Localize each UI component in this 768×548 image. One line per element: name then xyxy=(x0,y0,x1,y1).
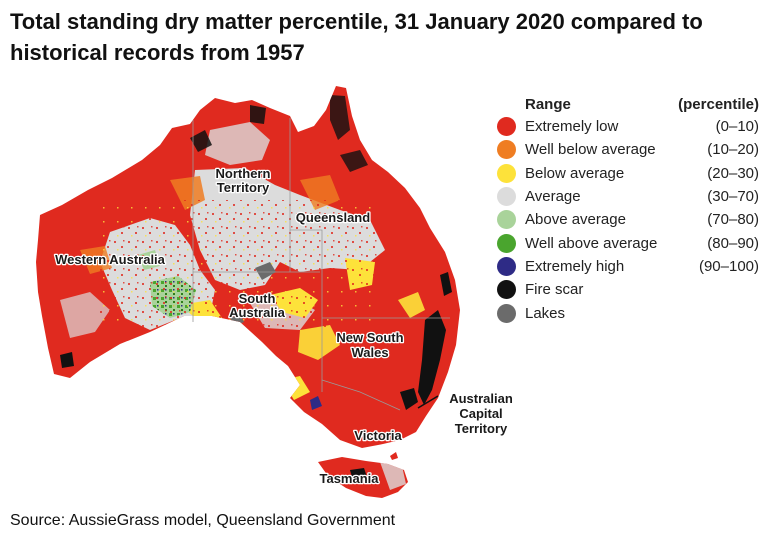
legend-label: Lakes xyxy=(525,304,566,322)
source-note: Source: AussieGrass model, Queensland Go… xyxy=(10,512,396,529)
label-act-2: Capital xyxy=(459,406,502,421)
legend-heading: Range xyxy=(525,96,571,113)
legend-label: Well above average xyxy=(525,234,658,252)
legend-item: Extremely high (90–100) xyxy=(497,255,759,278)
legend-range: (10–20) xyxy=(707,141,759,159)
legend-label: Well below average xyxy=(525,141,656,159)
legend-header: Range (percentile) xyxy=(497,94,759,115)
label-northern-territory-2: Territory xyxy=(217,180,270,195)
legend-range: (30–70) xyxy=(707,188,759,206)
island-shape xyxy=(390,452,398,460)
legend-item: Lakes xyxy=(497,301,759,324)
act-callout: Australian Capital Territory xyxy=(417,391,513,436)
act-leader-line xyxy=(417,395,439,409)
legend-swatch xyxy=(497,210,516,230)
label-act-1: Australian xyxy=(449,391,513,406)
legend-heading-unit: (percentile) xyxy=(678,96,759,113)
map-title: Total standing dry matter percentile, 31… xyxy=(10,9,703,65)
legend-range: (80–90) xyxy=(707,234,759,252)
legend-item: Fire scar xyxy=(497,278,759,301)
legend-label: Fire scar xyxy=(525,281,584,299)
legend-swatch xyxy=(497,140,516,160)
label-south-australia-1: South xyxy=(239,291,276,306)
legend-swatch xyxy=(497,187,516,207)
legend-item: Extremely low (0–10) xyxy=(497,115,759,138)
legend-range: (20–30) xyxy=(707,164,759,182)
region-labels: Northern Territory Queensland Western Au… xyxy=(54,165,405,488)
legend-swatch xyxy=(497,233,516,253)
label-western-australia: Western Australia xyxy=(55,252,166,267)
label-northern-territory-1: Northern xyxy=(216,166,271,181)
legend-range: (70–80) xyxy=(707,211,759,229)
label-south-australia-2: Australia xyxy=(229,305,285,320)
label-new-south-wales-1: New South xyxy=(336,330,403,345)
label-new-south-wales-2: Wales xyxy=(351,345,388,360)
legend-label: Average xyxy=(525,188,581,206)
label-victoria: Victoria xyxy=(354,428,402,443)
legend-label: Extremely high xyxy=(525,257,625,275)
legend-range: (0–10) xyxy=(715,118,759,136)
label-queensland: Queensland xyxy=(296,210,370,225)
map-legend: Range (percentile) Extremely low (0–10) We… xyxy=(497,94,759,325)
legend-item: Well below average (10–20) xyxy=(497,138,759,161)
legend-label: Extremely low xyxy=(525,118,619,136)
state-borders xyxy=(192,118,450,411)
legend-label: Below average xyxy=(525,164,625,182)
label-tasmania: Tasmania xyxy=(319,471,379,486)
legend-swatch xyxy=(497,163,516,183)
legend-item: Average (30–70) xyxy=(497,185,759,208)
legend-swatch xyxy=(497,303,516,323)
legend-swatch xyxy=(497,117,516,137)
legend-item: Above average (70–80) xyxy=(497,208,759,231)
legend-item: Below average (20–30) xyxy=(497,162,759,185)
legend-item: Well above average (80–90) xyxy=(497,231,759,254)
label-act-3: Territory xyxy=(455,421,508,436)
legend-range: (90–100) xyxy=(698,257,759,275)
legend-label: Above average xyxy=(525,211,626,229)
legend-swatch xyxy=(497,256,516,276)
legend-swatch xyxy=(497,280,516,300)
legend-items: Extremely low (0–10) Well below average (10… xyxy=(497,115,759,325)
